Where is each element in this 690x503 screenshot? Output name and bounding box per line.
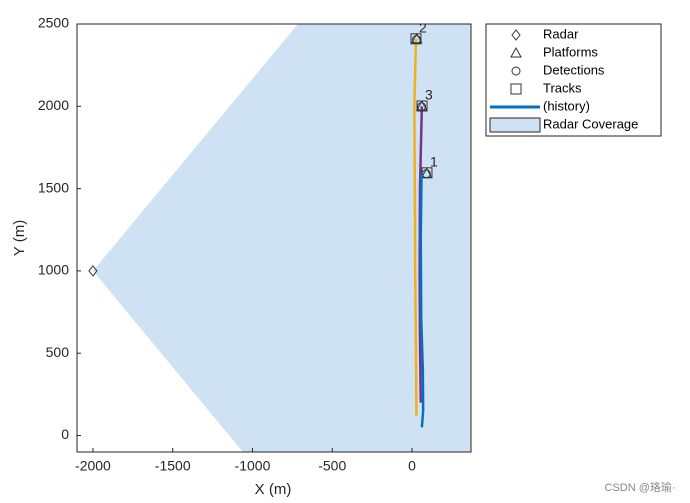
- marker-triangle: [410, 32, 423, 44]
- plot-area: 2 3 1: [88, 20, 471, 452]
- y-tick-label: 2000: [38, 97, 69, 113]
- y-axis-label: Y (m): [11, 220, 28, 256]
- x-tick-label: -1000: [235, 458, 271, 474]
- marker-square: [410, 33, 422, 45]
- legend-box: [485, 23, 662, 137]
- watermark: CSDN @珞瑜·: [604, 480, 675, 494]
- y-tick-label: 2500: [38, 15, 69, 31]
- radar-coverage: [92, 24, 471, 452]
- marker-triangle: [510, 46, 522, 58]
- legend-label: Radar: [543, 26, 579, 41]
- x-tick-label: -500: [318, 458, 346, 474]
- track-history: [413, 38, 418, 416]
- legend-label: Tracks: [543, 80, 582, 95]
- axes-box: [76, 23, 472, 453]
- track-label: 3: [425, 87, 433, 103]
- legend-label: Platforms: [543, 44, 598, 59]
- x-tick-label: -1500: [155, 458, 191, 474]
- y-tick-label: 1000: [38, 262, 69, 278]
- y-tick-label: 500: [46, 344, 70, 360]
- marker-circle: [511, 66, 521, 76]
- legend-label: Detections: [543, 62, 605, 77]
- legend: Radar Platforms Detections Tracks (history) R…: [485, 23, 662, 137]
- legend-patch: [489, 117, 541, 133]
- y-tick-label: 1500: [38, 179, 69, 195]
- track-history: [418, 106, 424, 403]
- track-label: 2: [419, 20, 427, 36]
- legend-label: Radar Coverage: [543, 116, 638, 131]
- marker-square: [416, 100, 428, 112]
- marker-square: [510, 83, 522, 95]
- marker-diamond: [88, 265, 98, 277]
- x-axis-label: X (m): [255, 481, 292, 498]
- marker-diamond: [511, 29, 521, 41]
- track-label: 1: [430, 154, 438, 170]
- history-line: [419, 172, 425, 428]
- y-tick-label: 0: [61, 426, 69, 442]
- x-tick-label: -2000: [75, 458, 111, 474]
- legend-label: (history): [543, 98, 590, 113]
- x-tick-label: 0: [408, 458, 416, 474]
